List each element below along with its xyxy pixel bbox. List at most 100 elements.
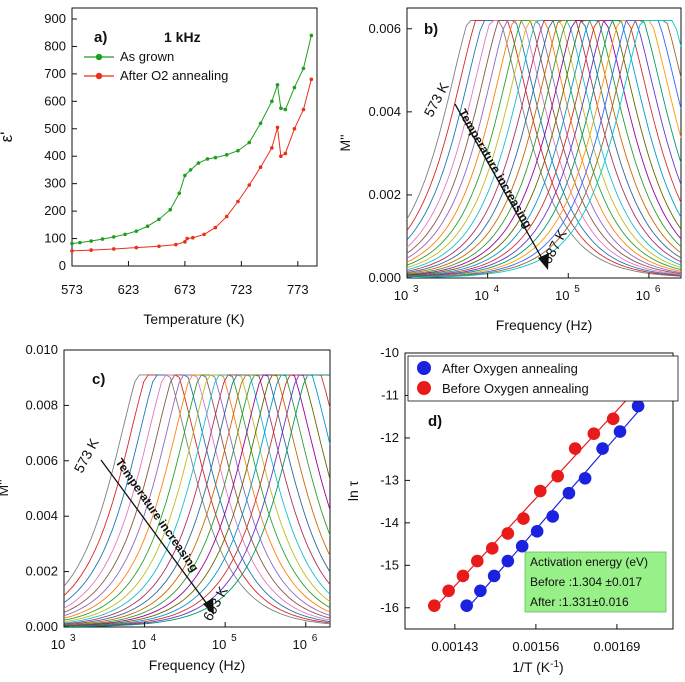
spectrum-curve-1 bbox=[406, 20, 682, 277]
x-tick-label-0: 10 bbox=[394, 288, 408, 303]
y-tick-label-1: 0.002 bbox=[25, 564, 58, 579]
y-tick-label-6: 600 bbox=[44, 93, 66, 108]
spectrum-curve-2 bbox=[406, 20, 682, 276]
x-tick-label-1: 623 bbox=[118, 282, 140, 297]
data-point-0-9 bbox=[596, 442, 609, 455]
x-tick-label-1: 10 bbox=[474, 288, 488, 303]
y-tick-label-7: 700 bbox=[44, 66, 66, 81]
panel-d-plot-frame bbox=[404, 352, 674, 630]
data-point-0-10 bbox=[177, 191, 182, 196]
y-tick-label-0: -10 bbox=[380, 345, 399, 360]
data-point-0-11 bbox=[183, 173, 187, 178]
y-tick-label-1: 100 bbox=[44, 231, 66, 246]
spectrum-curve-1 bbox=[63, 374, 331, 624]
data-point-0-4 bbox=[111, 235, 116, 239]
panel-b-arrow-head bbox=[538, 253, 549, 270]
panel-a-ticks: 573 623 673 723 773 0 100 200 300 400 500 600 700 800… bbox=[44, 11, 308, 297]
data-point-1-21 bbox=[309, 77, 314, 82]
data-point-1-0 bbox=[70, 249, 74, 253]
y-tick-label-2: -12 bbox=[380, 430, 399, 445]
y-tick-label-4: -14 bbox=[380, 515, 399, 530]
spectrum-curve-16 bbox=[63, 374, 331, 627]
y-tick-label-3: 300 bbox=[44, 176, 66, 191]
panel-b-ylabel: M'' bbox=[337, 134, 353, 151]
data-point-1-4 bbox=[485, 542, 499, 555]
data-point-1-2 bbox=[111, 247, 116, 251]
panel-c-annot-start: 573 K bbox=[71, 435, 103, 475]
data-point-0-2 bbox=[89, 239, 93, 243]
x-tick-label-3: 10 bbox=[293, 637, 307, 652]
spectrum-curve-14 bbox=[406, 20, 682, 276]
data-point-0-26 bbox=[309, 33, 314, 38]
spectrum-curve-20 bbox=[406, 20, 682, 278]
data-point-0-25 bbox=[301, 66, 306, 71]
y-tick-label-0: 0.000 bbox=[25, 619, 58, 634]
x-tick-exponent-0: 3 bbox=[70, 633, 76, 644]
data-point-1-16 bbox=[275, 125, 280, 130]
data-point-0-13 bbox=[196, 161, 201, 165]
data-point-1-5 bbox=[174, 242, 178, 247]
data-point-1-9 bbox=[568, 442, 582, 455]
y-tick-label-3: -13 bbox=[380, 472, 399, 487]
x-tick-label-3: 723 bbox=[231, 282, 253, 297]
spectrum-curve-12 bbox=[63, 374, 331, 626]
legend-marker-as-grown bbox=[95, 53, 103, 61]
data-point-0-18 bbox=[247, 140, 252, 145]
data-point-1-3 bbox=[470, 554, 484, 568]
activation-box-bg bbox=[524, 551, 667, 613]
panel-d-xlabel-sup: -1 bbox=[550, 659, 559, 670]
data-point-0-3 bbox=[501, 554, 515, 568]
x-tick-exponent-3: 6 bbox=[312, 633, 318, 644]
data-point-0-0 bbox=[460, 599, 474, 612]
data-point-0-2 bbox=[487, 569, 501, 583]
panel-c-label: c) bbox=[92, 371, 105, 388]
panel-c-ticks: 10 3 10 4 10 5 10 6 0.000 0.002 0.004 0.006 0.008 0.0… bbox=[25, 342, 317, 652]
panel-a-xlabel: Temperature (K) bbox=[143, 311, 244, 327]
x-tick-exponent-2: 5 bbox=[574, 284, 580, 295]
data-point-1-20 bbox=[301, 107, 306, 112]
data-point-1-13 bbox=[247, 183, 252, 187]
y-tick-label-1: 0.002 bbox=[368, 187, 401, 202]
panel-b-annot-trend: Temperature increasing bbox=[455, 107, 535, 231]
y-tick-label-0: 0.000 bbox=[368, 270, 401, 285]
spectrum-curve-13 bbox=[406, 20, 682, 275]
panel-c-marks bbox=[63, 374, 331, 628]
panel-c-xlabel: Frequency (Hz) bbox=[149, 657, 245, 673]
data-point-0-5 bbox=[530, 525, 544, 538]
x-tick-exponent-0: 3 bbox=[413, 284, 419, 295]
spectrum-curve-15 bbox=[406, 20, 682, 277]
data-point-0-14 bbox=[205, 157, 210, 161]
data-point-1-17 bbox=[279, 154, 283, 159]
data-point-0-23 bbox=[283, 107, 288, 112]
series-line-1 bbox=[71, 79, 312, 252]
x-tick-label-1: 10 bbox=[131, 637, 145, 652]
data-point-0-0 bbox=[70, 241, 74, 246]
data-point-1-3 bbox=[134, 245, 139, 250]
x-tick-exponent-1: 4 bbox=[494, 284, 500, 295]
panel-a-label: a) bbox=[94, 29, 107, 46]
data-point-1-0 bbox=[427, 599, 441, 612]
spectrum-curve-8 bbox=[63, 374, 331, 623]
legend-marker-after-o2 bbox=[95, 72, 103, 80]
panel-c-arrow-line bbox=[100, 459, 211, 609]
spectrum-curve-6 bbox=[63, 374, 331, 619]
panel-a-plot-frame bbox=[71, 7, 318, 267]
x-tick-label-2: 0.00169 bbox=[593, 639, 640, 654]
legend-label-as-grown: As grown bbox=[120, 49, 174, 64]
spectrum-curve-10 bbox=[406, 20, 682, 272]
panel-b-xlabel: Frequency (Hz) bbox=[496, 317, 592, 333]
data-point-0-6 bbox=[134, 229, 139, 233]
panel-d-label: d) bbox=[428, 413, 442, 430]
spectrum-curve-4 bbox=[406, 20, 682, 275]
spectrum-curve-0 bbox=[406, 20, 682, 277]
data-point-1-10 bbox=[213, 225, 218, 230]
data-point-0-8 bbox=[157, 217, 161, 222]
panel-c-annot-trend: Temperature increasing bbox=[113, 456, 202, 575]
data-point-1-2 bbox=[456, 569, 470, 583]
data-point-0-10 bbox=[613, 425, 627, 438]
y-tick-label-4: 0.008 bbox=[25, 397, 58, 412]
data-point-0-11 bbox=[631, 399, 645, 413]
data-point-1-6 bbox=[183, 240, 187, 244]
data-point-1-12 bbox=[236, 199, 240, 204]
